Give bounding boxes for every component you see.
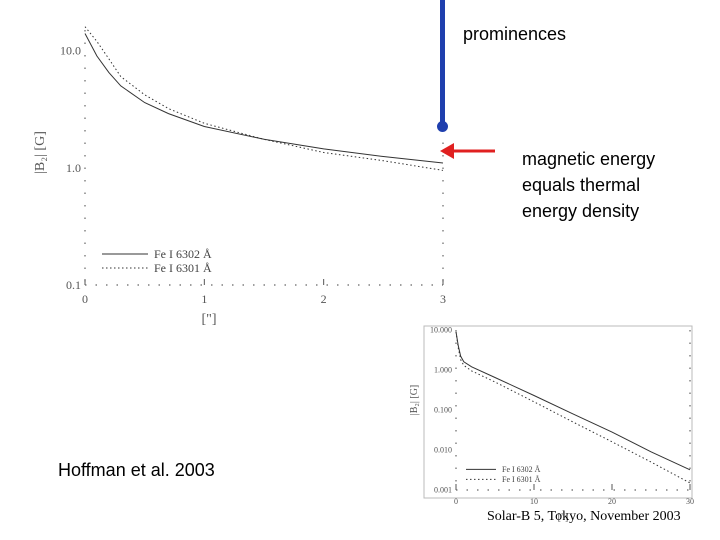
y-tick-label-1-1: 1.0 xyxy=(66,161,81,175)
y-tick-label-2-1: 0.010 xyxy=(434,446,452,455)
y-axis-label-2: |B₂| [G] xyxy=(409,385,420,416)
y-tick-label-1-2: 10.0 xyxy=(60,44,81,58)
x-tick-label-2-0: 0 xyxy=(454,497,458,506)
legend-label-1-1: Fe I 6301 Å xyxy=(154,261,212,275)
x-tick-label-1-0: 0 xyxy=(82,292,88,306)
x-tick-label-1-2: 2 xyxy=(321,292,327,306)
prominence-bar xyxy=(440,0,445,126)
y-tick-label-2-0: 0.001 xyxy=(434,486,452,495)
callout-line-1: magnetic energy xyxy=(522,149,656,169)
citation: Hoffman et al. 2003 xyxy=(58,460,215,480)
legend-label-2-1: Fe I 6301 Å xyxy=(502,475,541,484)
prominences-label: prominences xyxy=(463,24,567,44)
y-tick-label-1-0: 0.1 xyxy=(66,278,81,292)
series-line-1-0 xyxy=(84,33,444,164)
x-tick-label-1-1: 1 xyxy=(201,292,207,306)
y-axis-label-1: |B₂| [G] xyxy=(33,131,48,174)
legend-label-1-0: Fe I 6302 Å xyxy=(154,247,212,261)
y-tick-label-2-4: 10.000 xyxy=(430,326,452,335)
x-axis-label-2: ["] xyxy=(558,512,569,523)
footer: Solar-B 5, Tokyo, November 2003 xyxy=(487,509,681,524)
x-tick-label-2-1: 10 xyxy=(530,497,538,506)
y-tick-label-2-3: 1.000 xyxy=(434,366,452,375)
red-arrow xyxy=(440,143,495,159)
inset-frame-2 xyxy=(423,325,693,499)
x-tick-label-2-2: 20 xyxy=(608,497,616,506)
y-tick-label-2-2: 0.100 xyxy=(434,406,452,415)
callout-line-3: energy density xyxy=(522,201,640,221)
magnetic-energy-callout: magnetic energy equals thermal energy de… xyxy=(522,146,655,224)
series-line-1-1 xyxy=(84,26,444,171)
series-line-2-0 xyxy=(455,331,691,471)
series-line-2-1 xyxy=(455,331,691,484)
x-axis-label-1: ["] xyxy=(201,312,216,327)
legend-label-2-0: Fe I 6302 Å xyxy=(502,465,541,474)
x-tick-label-1-3: 3 xyxy=(440,292,446,306)
x-tick-label-2-3: 30 xyxy=(686,497,694,506)
prominence-bar-end xyxy=(437,121,448,132)
callout-line-2: equals thermal xyxy=(522,175,641,195)
